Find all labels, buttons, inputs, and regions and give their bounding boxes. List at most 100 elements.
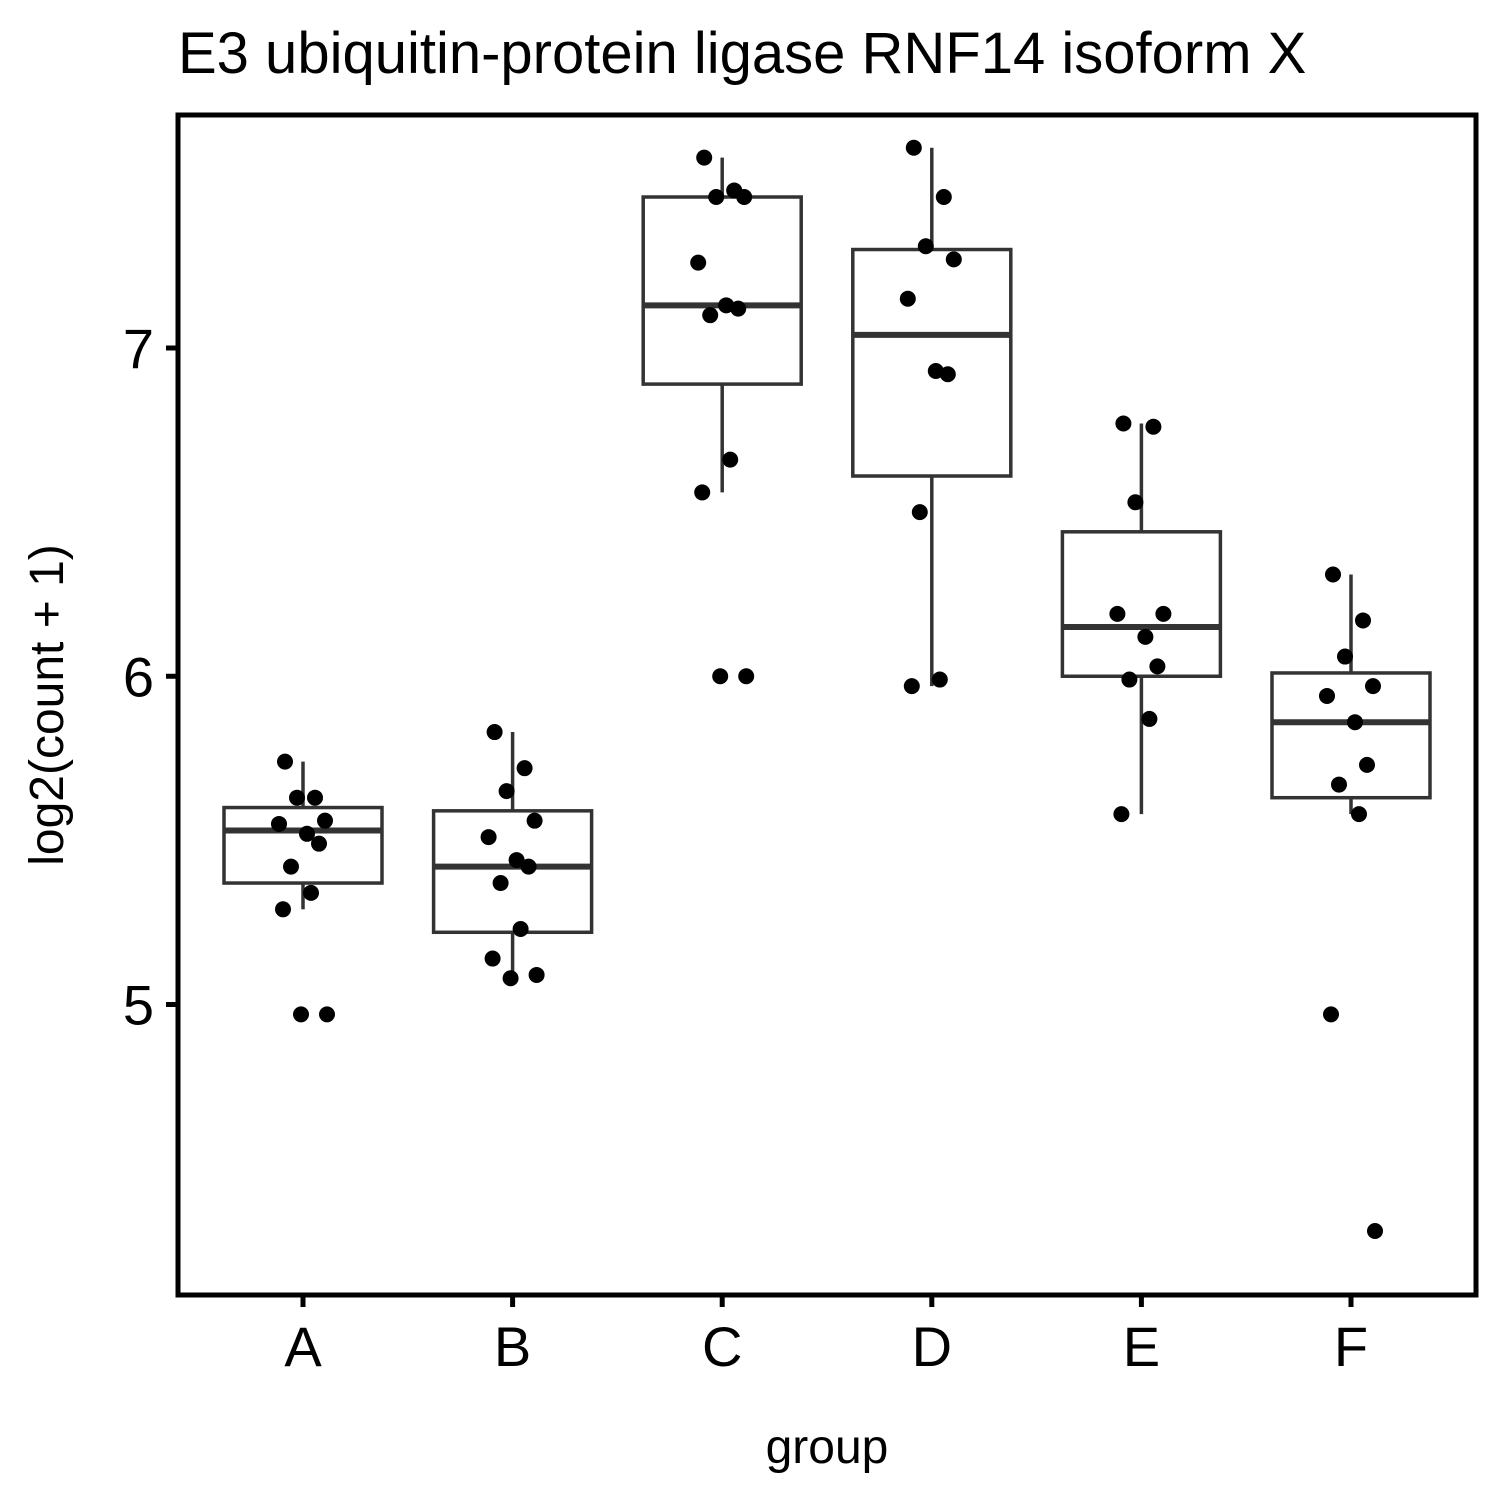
x-axis-label: group (766, 1421, 889, 1474)
data-point (271, 815, 287, 832)
data-point (484, 950, 501, 967)
data-point (1337, 648, 1353, 665)
data-point (945, 251, 962, 268)
y-axis-label: log2(count + 1) (21, 544, 74, 866)
data-point (690, 254, 707, 271)
plot-area (222, 139, 1432, 1239)
data-point (1141, 710, 1158, 727)
data-point (283, 858, 299, 875)
data-point (1115, 415, 1132, 432)
chart-title: E3 ubiquitin-protein ligase RNF14 isofor… (178, 21, 1306, 86)
data-point (702, 307, 719, 324)
data-point (708, 189, 725, 206)
x-axis: A B C D E F (284, 1295, 1368, 1378)
data-point (1365, 678, 1381, 695)
data-point (718, 297, 735, 314)
x-tick-label-C: C (702, 1315, 742, 1378)
data-point (899, 290, 916, 307)
data-point (1113, 806, 1130, 823)
y-tick-label-5: 5 (123, 974, 154, 1037)
data-point (319, 1006, 335, 1023)
data-point (927, 362, 944, 379)
data-point (1137, 628, 1154, 645)
data-point (516, 760, 533, 777)
data-point (526, 812, 543, 829)
data-point (307, 789, 323, 806)
data-point (1351, 806, 1367, 823)
data-point (520, 858, 537, 875)
box-B (431, 809, 594, 935)
points-B (480, 724, 545, 987)
data-point (1319, 687, 1335, 704)
data-point (1347, 714, 1363, 731)
data-point (696, 149, 713, 166)
data-point (486, 724, 503, 741)
box-group-A (222, 761, 384, 910)
box-D (851, 247, 1013, 478)
data-point (502, 970, 519, 987)
data-point (480, 829, 497, 846)
y-tick-label-7: 7 (123, 317, 154, 380)
data-point (712, 668, 729, 685)
data-point (498, 783, 515, 800)
data-point (722, 451, 739, 468)
points-C (690, 149, 755, 685)
x-tick-label-F: F (1334, 1315, 1368, 1378)
data-point (1155, 605, 1172, 622)
box-group-B (431, 732, 594, 979)
data-point (1149, 658, 1166, 675)
box-group-C (641, 157, 803, 493)
data-point (275, 901, 291, 918)
data-point (935, 189, 952, 206)
box-A (222, 805, 384, 885)
box-group-F (1270, 574, 1432, 815)
data-point (1145, 418, 1162, 435)
data-point (277, 753, 293, 770)
points-E (1109, 415, 1172, 823)
data-point (1331, 776, 1347, 793)
data-point (917, 238, 934, 255)
data-point (299, 825, 315, 842)
data-point (903, 678, 920, 695)
data-point (1121, 671, 1138, 688)
points-A (271, 753, 335, 1023)
y-tick-label-6: 6 (123, 645, 154, 708)
data-point (1325, 566, 1341, 583)
data-point (512, 921, 529, 938)
box-E (1060, 530, 1223, 678)
data-point (939, 366, 956, 383)
data-point (736, 189, 753, 206)
data-point (317, 812, 333, 829)
data-point (911, 504, 928, 521)
box-C (641, 195, 803, 386)
data-point (303, 884, 319, 901)
x-tick-label-A: A (284, 1315, 322, 1378)
data-point (931, 671, 948, 688)
data-point (905, 139, 922, 156)
x-tick-label-D: D (912, 1315, 952, 1378)
data-point (508, 852, 525, 869)
data-point (1359, 756, 1375, 773)
data-point (1127, 494, 1144, 511)
y-axis: 5 6 7 (123, 317, 178, 1037)
x-tick-label-E: E (1123, 1315, 1160, 1378)
data-point (694, 484, 711, 501)
box-group-E (1060, 423, 1223, 815)
data-point (1109, 605, 1126, 622)
data-point (730, 300, 747, 317)
data-point (1355, 612, 1371, 629)
data-point (1323, 1006, 1339, 1023)
data-point (289, 789, 305, 806)
data-point (738, 668, 755, 685)
data-point (311, 835, 327, 852)
box-F (1270, 671, 1432, 800)
panel-border (175, 112, 1479, 1298)
points-D (899, 139, 962, 695)
points-F (1319, 566, 1383, 1239)
box-group-D (851, 147, 1013, 687)
data-point (293, 1006, 309, 1023)
data-point (1367, 1222, 1383, 1239)
x-tick-label-B: B (494, 1315, 531, 1378)
data-point (528, 966, 545, 983)
